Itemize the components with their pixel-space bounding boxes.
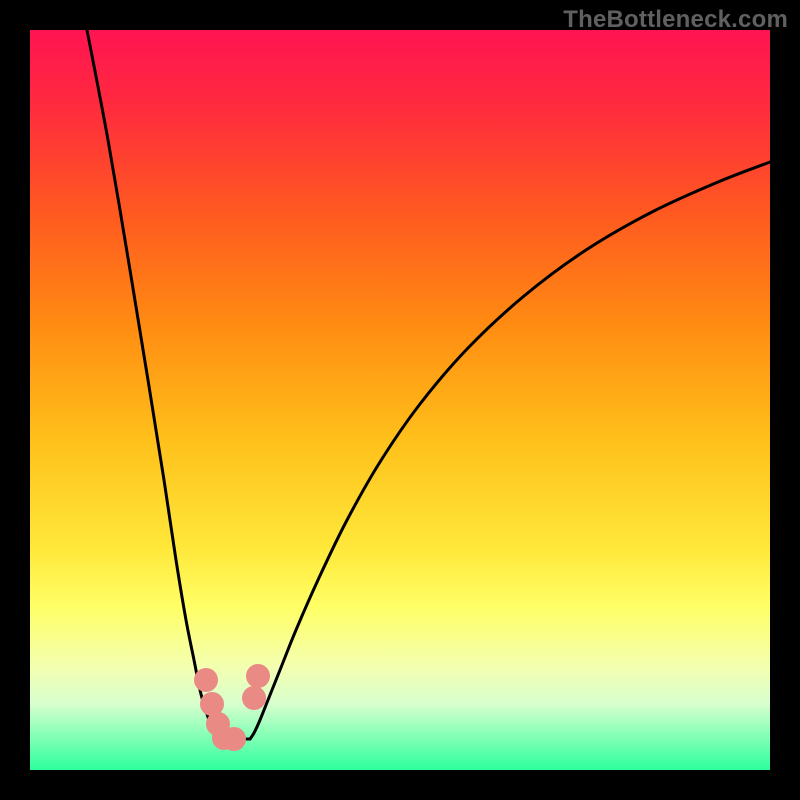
data-point-marker <box>222 727 246 751</box>
bottleneck-chart-svg <box>0 0 800 800</box>
data-point-marker <box>242 686 266 710</box>
watermark-label: TheBottleneck.com <box>563 6 788 34</box>
gradient-plot-area <box>30 30 770 770</box>
data-point-marker <box>194 668 218 692</box>
data-point-marker <box>246 664 270 688</box>
bottleneck-chart-canvas: TheBottleneck.com <box>0 0 800 800</box>
